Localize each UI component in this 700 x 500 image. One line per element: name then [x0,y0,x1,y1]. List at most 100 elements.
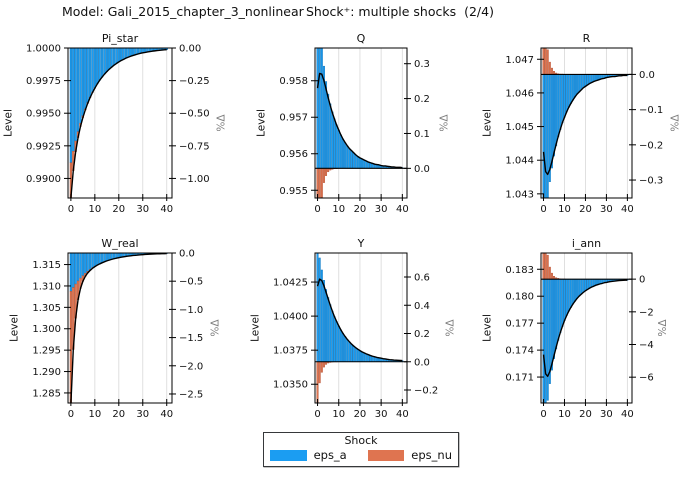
svg-text:−0.1: −0.1 [639,105,663,116]
svg-text:10: 10 [558,204,571,215]
svg-text:20: 20 [354,409,367,420]
right-axis-label: %Δ [438,114,450,132]
axis-labels: 1.047 1.046 1.045 1.044 1.043 0.0 −0.1 −0.2 −0.3… [482,32,682,215]
svg-text:40: 40 [160,409,173,420]
svg-text:0.9925: 0.9925 [26,141,61,152]
right-axis-label: %Δ [669,114,681,132]
svg-text:Q: Q [357,32,366,45]
svg-text:1.315: 1.315 [32,260,61,271]
right-axis-label: %Δ [209,319,221,337]
svg-text:30: 30 [600,409,613,420]
svg-text:−0.25: −0.25 [179,76,210,87]
axis-labels: 1.0000 0.9975 0.9950 0.9925 0.9900 0.00 −0.25 −… [2,32,227,215]
total-irf-line [542,74,628,176]
svg-text:1.0425: 1.0425 [273,278,308,289]
svg-text:0.4: 0.4 [414,301,430,312]
svg-text:0.957: 0.957 [279,113,308,124]
svg-text:0.958: 0.958 [279,76,308,87]
svg-text:1.047: 1.047 [505,55,534,66]
svg-text:20: 20 [354,204,367,215]
plot-frame [540,252,633,404]
svg-text:−1.00: −1.00 [179,174,210,185]
svg-text:−4: −4 [639,340,654,351]
legend-title: Shock [344,434,378,447]
left-axis-label: Level [2,109,14,137]
svg-text:i_ann: i_ann [572,237,601,250]
subplot-q: 0.958 0.957 0.956 0.955 0.3 0.2 0.1 0.0 0 10 20 30 4… [235,25,470,230]
svg-text:0: 0 [540,409,546,420]
svg-text:0.00: 0.00 [179,44,201,55]
svg-text:0: 0 [639,275,645,286]
svg-text:−0.3: −0.3 [639,176,663,187]
svg-text:0.9975: 0.9975 [26,76,61,87]
subplot-i-ann: 0.183 0.180 0.177 0.174 0.171 0 −2 −4 −6 0 10 20 30 4… [470,230,700,435]
left-axis-label: Level [256,109,268,137]
left-axis-label: Level [482,314,494,342]
svg-text:0.171: 0.171 [505,373,534,384]
legend-label-eps-a: eps_a [313,448,347,462]
svg-text:1.310: 1.310 [32,281,61,292]
svg-text:0.0: 0.0 [414,164,430,175]
right-axis-label: %Δ [657,319,669,337]
axis-ticks [311,63,411,201]
subplot-y: 1.0425 1.0400 1.0375 1.0350 0.6 0.4 0.2 0.0 −0.2… [235,230,470,435]
svg-text:20: 20 [112,204,125,215]
svg-text:30: 30 [600,204,613,215]
svg-text:30: 30 [136,409,149,420]
subplot-w-real: 1.315 1.310 1.305 1.300 1.295 1.290 1.285 0.0 −0… [0,230,235,435]
svg-text:0: 0 [68,204,74,215]
svg-text:1.300: 1.300 [32,324,61,335]
svg-text:0: 0 [540,204,546,215]
subplot-r: 1.047 1.046 1.045 1.044 1.043 0.0 −0.1 −0.2 −0.3… [470,25,700,230]
axis-labels: 1.0425 1.0400 1.0375 1.0350 0.6 0.4 0.2 0.0 −0.2… [249,237,456,420]
total-irf-line [316,72,403,169]
svg-text:0: 0 [314,409,320,420]
shock-title: Shock⁺: multiple shocks (2/4) [306,4,494,19]
svg-text:1.285: 1.285 [32,388,61,399]
svg-text:−0.75: −0.75 [179,141,210,152]
left-axis-label: Level [249,314,261,342]
svg-text:10: 10 [558,409,571,420]
svg-text:−6: −6 [639,373,654,384]
svg-text:1.0350: 1.0350 [273,380,308,391]
plot-frame [67,47,173,199]
model-title: Model: Gali_2015_chapter_3_nonlinear [62,4,304,19]
axis-labels: 0.183 0.180 0.177 0.174 0.171 0 −2 −4 −6 0 10 20 30 4… [482,237,670,420]
bars-eps-nu [316,361,338,403]
svg-text:20: 20 [112,409,125,420]
total-irf-line [70,49,167,198]
svg-text:20: 20 [579,409,592,420]
svg-text:1.0000: 1.0000 [26,44,61,55]
svg-text:30: 30 [375,204,388,215]
svg-text:−1.0: −1.0 [179,305,203,316]
svg-text:0.2: 0.2 [414,94,430,105]
axis-labels: 0.958 0.957 0.956 0.955 0.3 0.2 0.1 0.0 0 10 20 30 4… [256,32,451,215]
svg-text:0.956: 0.956 [279,149,308,160]
plot-frame [540,47,633,199]
svg-text:0.177: 0.177 [505,319,534,330]
bars-eps-a [69,253,168,292]
legend-swatch-eps-a [270,450,307,461]
svg-text:0.174: 0.174 [505,346,534,357]
plot-frame [314,252,408,404]
svg-text:0.955: 0.955 [279,186,308,197]
svg-text:−2.0: −2.0 [179,361,203,372]
svg-text:1.046: 1.046 [505,88,534,99]
svg-text:1.305: 1.305 [32,303,61,314]
svg-text:40: 40 [160,204,173,215]
svg-text:0.2: 0.2 [414,329,430,340]
svg-text:0.183: 0.183 [505,265,534,276]
svg-text:0.180: 0.180 [505,292,534,303]
svg-text:R: R [583,32,591,45]
bars-eps-nu [542,253,566,280]
svg-text:10: 10 [332,409,345,420]
legend: Shock eps_a eps_nu [263,432,459,467]
svg-text:10: 10 [88,409,101,420]
total-irf-line [542,279,628,378]
svg-text:Pi_star: Pi_star [102,32,139,45]
bars-eps-nu [316,168,338,198]
svg-text:0: 0 [314,204,320,215]
axis-labels: 1.315 1.310 1.305 1.300 1.295 1.290 1.285 0.0 −0… [9,237,222,420]
svg-text:20: 20 [579,204,592,215]
